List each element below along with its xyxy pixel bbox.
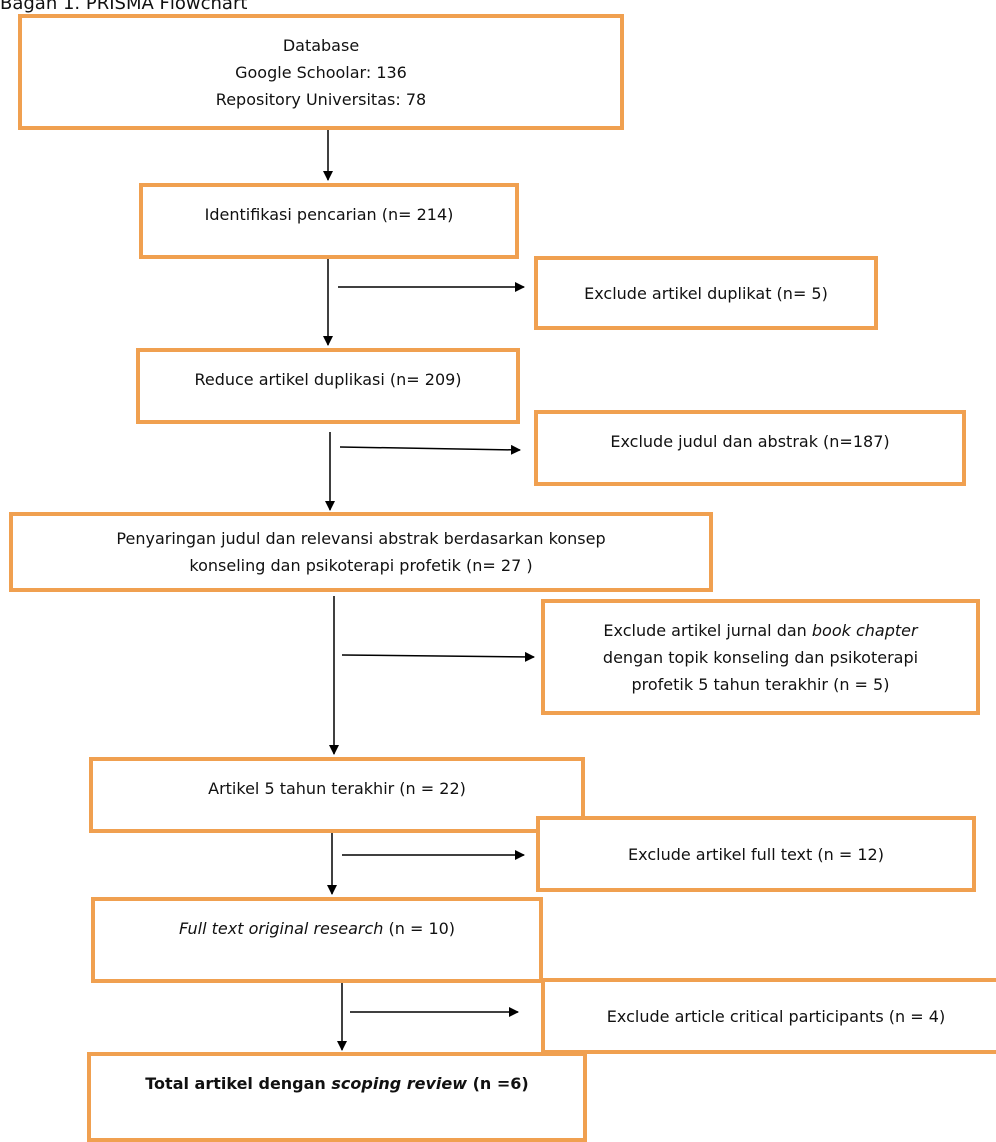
- exclude-jurnal-box: Exclude artikel jurnal dan book chapter …: [541, 599, 980, 715]
- exclude-fulltext-text: Exclude artikel full text (n = 12): [628, 844, 884, 864]
- database-label: Database: [282, 35, 360, 55]
- exclude-judul-box: Exclude judul dan abstrak (n=187): [534, 410, 966, 486]
- identifikasi-box: Identifikasi pencarian (n= 214): [139, 183, 519, 259]
- exclude-critical-text: Exclude article critical participants (n…: [606, 1006, 946, 1026]
- exclude-jurnal-text-part1: Exclude artikel jurnal dan: [603, 620, 812, 640]
- exclude-duplikat-box: Exclude artikel duplikat (n= 5): [534, 256, 878, 330]
- exclude-judul-text: Exclude judul dan abstrak (n=187): [610, 432, 890, 451]
- exclude-critical-box: Exclude article critical participants (n…: [541, 978, 996, 1054]
- repository-count: Repository Universitas: 78: [215, 89, 427, 109]
- scoping-review-text: scoping review: [331, 1074, 468, 1093]
- fulltext-original-line: Full text original research (n = 10): [179, 915, 455, 942]
- penyaringan-line2: konseling dan psikoterapi profetik (n= 2…: [189, 556, 533, 575]
- artikel-5-tahun-box: Artikel 5 tahun terakhir (n = 22): [89, 757, 585, 833]
- exclude-duplikat-text: Exclude artikel duplikat (n= 5): [584, 283, 828, 303]
- total-line: Total artikel dengan scoping review (n =…: [145, 1070, 528, 1097]
- penyaringan-line1: Penyaringan judul dan relevansi abstrak …: [116, 529, 606, 548]
- reduce-text: Reduce artikel duplikasi (n= 209): [194, 370, 462, 389]
- exclude-jurnal-line1: Exclude artikel jurnal dan book chapter: [603, 617, 918, 644]
- total-box: Total artikel dengan scoping review (n =…: [87, 1052, 587, 1142]
- arrow-to-exclude-judul: [339, 444, 521, 455]
- book-chapter-text: book chapter: [811, 620, 918, 640]
- total-text-part1: Total artikel dengan: [145, 1074, 332, 1093]
- figure-caption: Bagan 1. PRISMA Flowchart: [0, 0, 248, 14]
- total-count: (n =6): [467, 1074, 529, 1093]
- exclude-jurnal-line2: dengan topik konseling dan psikoterapi: [602, 647, 919, 667]
- fulltext-original-box: Full text original research (n = 10): [91, 897, 543, 983]
- database-box: Database Google Schoolar: 136 Repository…: [18, 14, 624, 130]
- fulltext-original-italic: Full text original research: [178, 919, 384, 938]
- identifikasi-text: Identifikasi pencarian (n= 214): [204, 205, 454, 224]
- penyaringan-box: Penyaringan judul dan relevansi abstrak …: [9, 512, 713, 592]
- reduce-box: Reduce artikel duplikasi (n= 209): [136, 348, 520, 424]
- google-scholar-count: Google Schoolar: 136: [235, 62, 407, 82]
- exclude-jurnal-line3: profetik 5 tahun terakhir (n = 5): [631, 674, 890, 694]
- arrow-to-exclude-jurnal: [341, 651, 535, 662]
- fulltext-original-count: (n = 10): [383, 919, 456, 938]
- artikel-5-tahun-text: Artikel 5 tahun terakhir (n = 22): [208, 779, 466, 798]
- exclude-fulltext-box: Exclude artikel full text (n = 12): [536, 816, 976, 892]
